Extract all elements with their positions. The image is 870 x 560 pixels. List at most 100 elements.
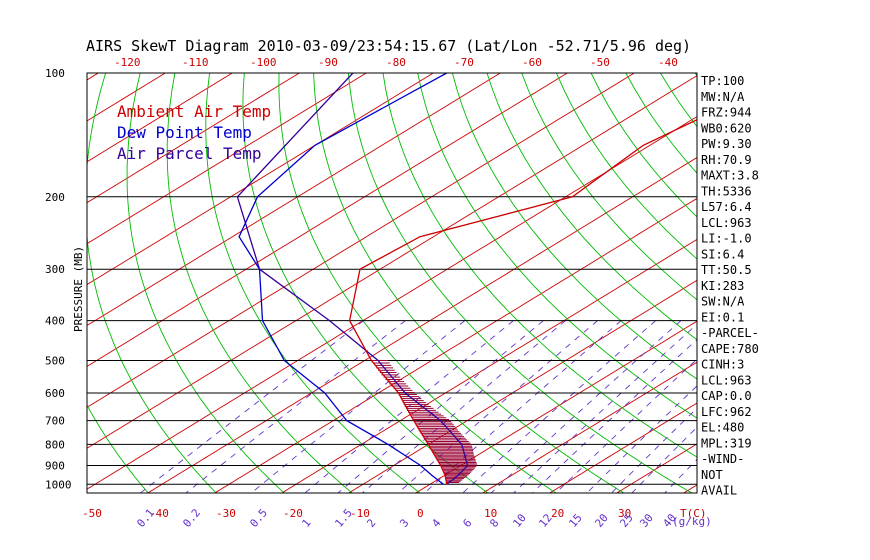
index-label: -PARCEL- xyxy=(701,326,759,340)
isotherm-line xyxy=(87,116,697,490)
mixing-ratio-line xyxy=(513,323,697,493)
dry-adiabat-line xyxy=(730,73,870,493)
mixing-ratio-tick-label: 3 xyxy=(397,516,411,529)
bottom-temp-tick-label: 0 xyxy=(417,507,424,520)
isotherm-line xyxy=(415,320,697,493)
index-label: CAPE:780 xyxy=(701,342,759,356)
mixing-ratio-line xyxy=(185,320,406,493)
isotherm-line xyxy=(87,73,434,286)
index-label: RH:70.9 xyxy=(701,153,752,167)
dry-adiabat-line xyxy=(313,73,625,493)
mixing-ratio-line xyxy=(586,385,697,493)
top-temp-tick-label: -70 xyxy=(454,56,474,69)
top-temp-tick-label: -50 xyxy=(590,56,610,69)
dry-adiabat-line xyxy=(0,73,80,493)
index-label: MW:N/A xyxy=(701,90,745,104)
isotherm-line xyxy=(87,73,367,245)
pressure-tick-label: 900 xyxy=(45,459,65,472)
plot-frame xyxy=(86,72,698,494)
pressure-tick-label: 700 xyxy=(45,415,65,428)
dry-adiabat-line xyxy=(555,73,697,260)
pressure-tick-label: 800 xyxy=(45,438,65,451)
index-label: WB0:620 xyxy=(701,121,752,135)
isotherm-line xyxy=(549,402,697,493)
dry-adiabat-line xyxy=(278,73,557,493)
pressure-tick-label: 500 xyxy=(45,354,65,367)
dry-adiabat-line xyxy=(205,73,421,493)
index-label: EL:480 xyxy=(701,421,744,435)
mixing-ratio-line xyxy=(611,407,697,493)
index-label: TP:100 xyxy=(701,74,744,88)
mixing-ratio-axis-label: (g/kg) xyxy=(672,515,712,528)
index-label: TH:5336 xyxy=(701,184,752,198)
sounding-profiles xyxy=(236,73,697,485)
index-label: LCL:963 xyxy=(701,373,752,387)
mixing-ratio-line xyxy=(631,426,697,493)
pressure-tick-label: 200 xyxy=(45,191,65,204)
mixing-ratio-line xyxy=(251,320,466,493)
index-label: NOT xyxy=(701,468,723,482)
mixing-ratio-tick-label: 30 xyxy=(637,511,655,530)
index-label: CINH:3 xyxy=(701,358,744,372)
dry-adiabat-line xyxy=(382,73,697,458)
bottom-temp-tick-label: 30 xyxy=(618,507,631,520)
mixing-ratio-tick-label: 2 xyxy=(364,516,378,529)
top-temp-tick-label: -40 xyxy=(658,56,678,69)
mixing-ratio-tick-label: 20 xyxy=(592,511,610,530)
index-label: -WIND- xyxy=(701,452,744,466)
isotherm-line xyxy=(751,73,870,493)
dry-adiabat-line xyxy=(126,73,285,493)
dry-adiabat-line xyxy=(834,73,870,493)
dry-adiabat-line xyxy=(87,404,149,493)
top-temp-tick-label: -120 xyxy=(114,56,141,69)
index-label: MAXT:3.8 xyxy=(701,169,759,183)
pressure-tick-label: 300 xyxy=(45,263,65,276)
bottom-temp-tick-label: -20 xyxy=(283,507,303,520)
index-label: SW:N/A xyxy=(701,295,745,309)
mixing-ratio-tick-label: 15 xyxy=(566,511,584,530)
mixing-ratio-line xyxy=(304,320,514,493)
mixing-ratio-tick-label: 6 xyxy=(460,516,474,529)
index-label: LI:-1.0 xyxy=(701,232,752,246)
mixing-ratio-line xyxy=(462,320,656,493)
top-temp-tick-label: -110 xyxy=(182,56,209,69)
legend: Ambient Air Temp Dew Point Temp Air Parc… xyxy=(117,102,271,163)
index-label: CAP:0.0 xyxy=(701,389,752,403)
pressure-tick-label: 100 xyxy=(45,67,65,80)
pressure-tick-label: 400 xyxy=(45,315,65,328)
isotherm-line xyxy=(0,73,31,493)
legend-ambient-air-temp: Ambient Air Temp xyxy=(117,102,271,121)
bottom-temp-tick-label: -10 xyxy=(350,507,370,520)
isotherm-line xyxy=(87,73,635,408)
dry-adiabat-line xyxy=(417,73,697,419)
mixing-ratio-tick-label: 4 xyxy=(429,516,443,530)
isotherm-line xyxy=(214,197,697,493)
mixing-ratio-line xyxy=(555,358,697,493)
index-label: MPL:319 xyxy=(701,436,752,450)
mixing-ratio-tick-label: 0.2 xyxy=(180,506,203,530)
dry-adiabat-line xyxy=(87,73,217,493)
index-label: PW:9.30 xyxy=(701,137,752,151)
mixing-ratio-line xyxy=(490,320,682,493)
dry-adiabat-line xyxy=(521,73,697,301)
index-label: SI:6.4 xyxy=(701,247,744,261)
index-label: AVAIL xyxy=(701,484,737,498)
y-axis-label: PRESSURE (MB) xyxy=(72,246,85,332)
pressure-tick-label: 600 xyxy=(45,387,65,400)
dry-adiabat-line xyxy=(486,73,697,341)
mixing-ratio-tick-label: 10 xyxy=(510,511,528,530)
index-label: LCL:963 xyxy=(701,216,752,230)
mixing-ratio-tick-label: 1 xyxy=(299,516,313,529)
isotherm-line xyxy=(482,361,697,493)
mixing-ratio-tick-label: 0.5 xyxy=(247,506,270,530)
bottom-temp-tick-label: 10 xyxy=(484,507,497,520)
dry-adiabat-line xyxy=(166,73,353,493)
index-label: LFC:962 xyxy=(701,405,752,419)
mixing-ratio-line xyxy=(532,338,697,493)
chart-title: AIRS SkewT Diagram 2010-03-09/23:54:15.6… xyxy=(86,37,691,55)
top-temp-tick-label: -100 xyxy=(250,56,277,69)
top-temp-tick-label: -90 xyxy=(318,56,338,69)
top-temp-tick-label: -60 xyxy=(522,56,542,69)
